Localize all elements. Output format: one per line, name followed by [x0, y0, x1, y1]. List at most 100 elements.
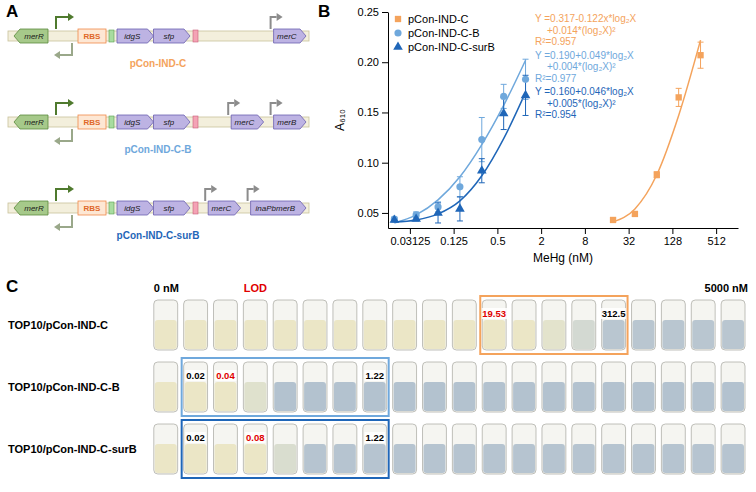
tube	[393, 424, 417, 474]
tube	[154, 362, 178, 412]
tube-liquid	[244, 382, 266, 411]
terminator-box	[193, 202, 198, 214]
tick-mark	[629, 228, 630, 234]
tube	[512, 362, 536, 412]
tube-label: 0.08	[246, 432, 265, 443]
tube	[333, 362, 357, 412]
label-patch	[245, 432, 266, 443]
construct: merRRBSidgSsfpmerCpCon-IND-C	[8, 13, 309, 69]
tube-liquid	[304, 382, 326, 411]
tick-mark	[497, 228, 498, 234]
tube-liquid	[155, 320, 177, 349]
tube	[512, 424, 536, 474]
construct-name: pCon-IND-C-surB	[117, 230, 200, 241]
legend: pCon-IND-CpCon-IND-C-BpCon-IND-C-surB	[393, 13, 495, 53]
tube	[661, 424, 685, 474]
gene-label: sfp	[163, 118, 174, 127]
data-point	[455, 203, 465, 211]
tube	[482, 300, 506, 350]
label-patch	[601, 308, 627, 319]
tube-liquid	[603, 382, 625, 411]
gene-arrow	[14, 201, 48, 215]
range-box	[480, 296, 627, 354]
tube-liquid	[633, 444, 655, 473]
y-axis-line	[388, 13, 389, 229]
gene-label: merR	[24, 118, 44, 127]
tube-liquid	[394, 444, 416, 473]
tick-mark	[716, 228, 717, 234]
tube	[572, 424, 596, 474]
tube-liquid	[573, 444, 595, 473]
data-point	[521, 90, 531, 98]
header-label: 0 nM	[154, 282, 179, 294]
tube-label: 1.22	[366, 370, 385, 381]
tube-liquid	[424, 444, 446, 473]
spacer-box	[109, 116, 114, 128]
tube-liquid	[334, 320, 356, 349]
tube	[542, 424, 566, 474]
promoter-arrowhead	[277, 99, 283, 107]
tick-label: 0.125	[440, 235, 468, 247]
tube-liquid	[633, 320, 655, 349]
tube	[632, 362, 656, 412]
label-patch	[481, 308, 507, 319]
gene-label: merB	[277, 118, 297, 127]
legend-label: pCon-IND-C-B	[408, 27, 480, 39]
promoter-arrowhead	[277, 13, 283, 21]
tube	[184, 300, 208, 350]
tube-row: 0.020.081.22	[154, 420, 745, 478]
tube-liquid	[185, 320, 207, 349]
promoter-arrowhead	[54, 223, 60, 231]
tick: 128	[664, 228, 682, 247]
tube	[184, 424, 208, 474]
tube	[721, 362, 745, 412]
tick-label: 128	[664, 235, 682, 247]
gene-arrow	[154, 29, 191, 43]
label-patch	[185, 432, 206, 443]
tube-label: 0.02	[186, 370, 205, 381]
promoter-arrow	[56, 103, 68, 115]
range-box	[182, 420, 389, 478]
tick: 0.125	[440, 228, 468, 247]
tick-label: 8	[582, 235, 588, 247]
promoter-arrowhead	[54, 51, 60, 59]
tube-liquid	[722, 444, 744, 473]
tube-liquid	[155, 444, 177, 473]
tube-row: 0.020.041.22	[154, 358, 745, 416]
tube	[214, 300, 238, 350]
figure: AmerRRBSidgSsfpmerCpCon-IND-CmerRRBSidgS…	[0, 0, 756, 492]
promoter-arrow	[271, 103, 277, 115]
gene-label: merC	[212, 204, 232, 213]
gene-arrow	[208, 201, 240, 215]
promoter-arrow	[56, 17, 68, 29]
tick-label: 0.25	[358, 6, 379, 18]
promoter-arrowhead	[68, 13, 74, 21]
tick: 0.03125	[390, 228, 430, 247]
gene-arrow	[274, 115, 306, 129]
tube-label: 19.53	[482, 308, 506, 319]
tick-label: 0.03125	[390, 235, 430, 247]
tube-liquid	[304, 444, 326, 473]
tube	[423, 300, 447, 350]
tube	[661, 362, 685, 412]
construct-name: pCon-IND-C	[130, 58, 187, 69]
y-axis: 0.050.100.150.200.25	[358, 6, 389, 228]
promoter-arrow	[205, 189, 211, 201]
panel-letter: B	[318, 2, 330, 21]
rbs-box	[78, 115, 106, 129]
spacer-box	[109, 202, 114, 214]
tube	[154, 424, 178, 474]
tube	[214, 424, 238, 474]
tick-label: 0.5	[490, 235, 505, 247]
tube-label: 0.02	[186, 432, 205, 443]
tube-liquid	[453, 320, 475, 349]
promoter-arrow	[60, 129, 72, 141]
tube-liquid	[543, 320, 565, 349]
promoter-arrowhead	[211, 185, 217, 193]
error-bar	[479, 117, 485, 161]
plot-marks	[390, 40, 704, 223]
tube	[333, 424, 357, 474]
tube-liquid	[364, 320, 386, 349]
gene-arrow	[117, 201, 154, 215]
data-point	[500, 93, 507, 100]
